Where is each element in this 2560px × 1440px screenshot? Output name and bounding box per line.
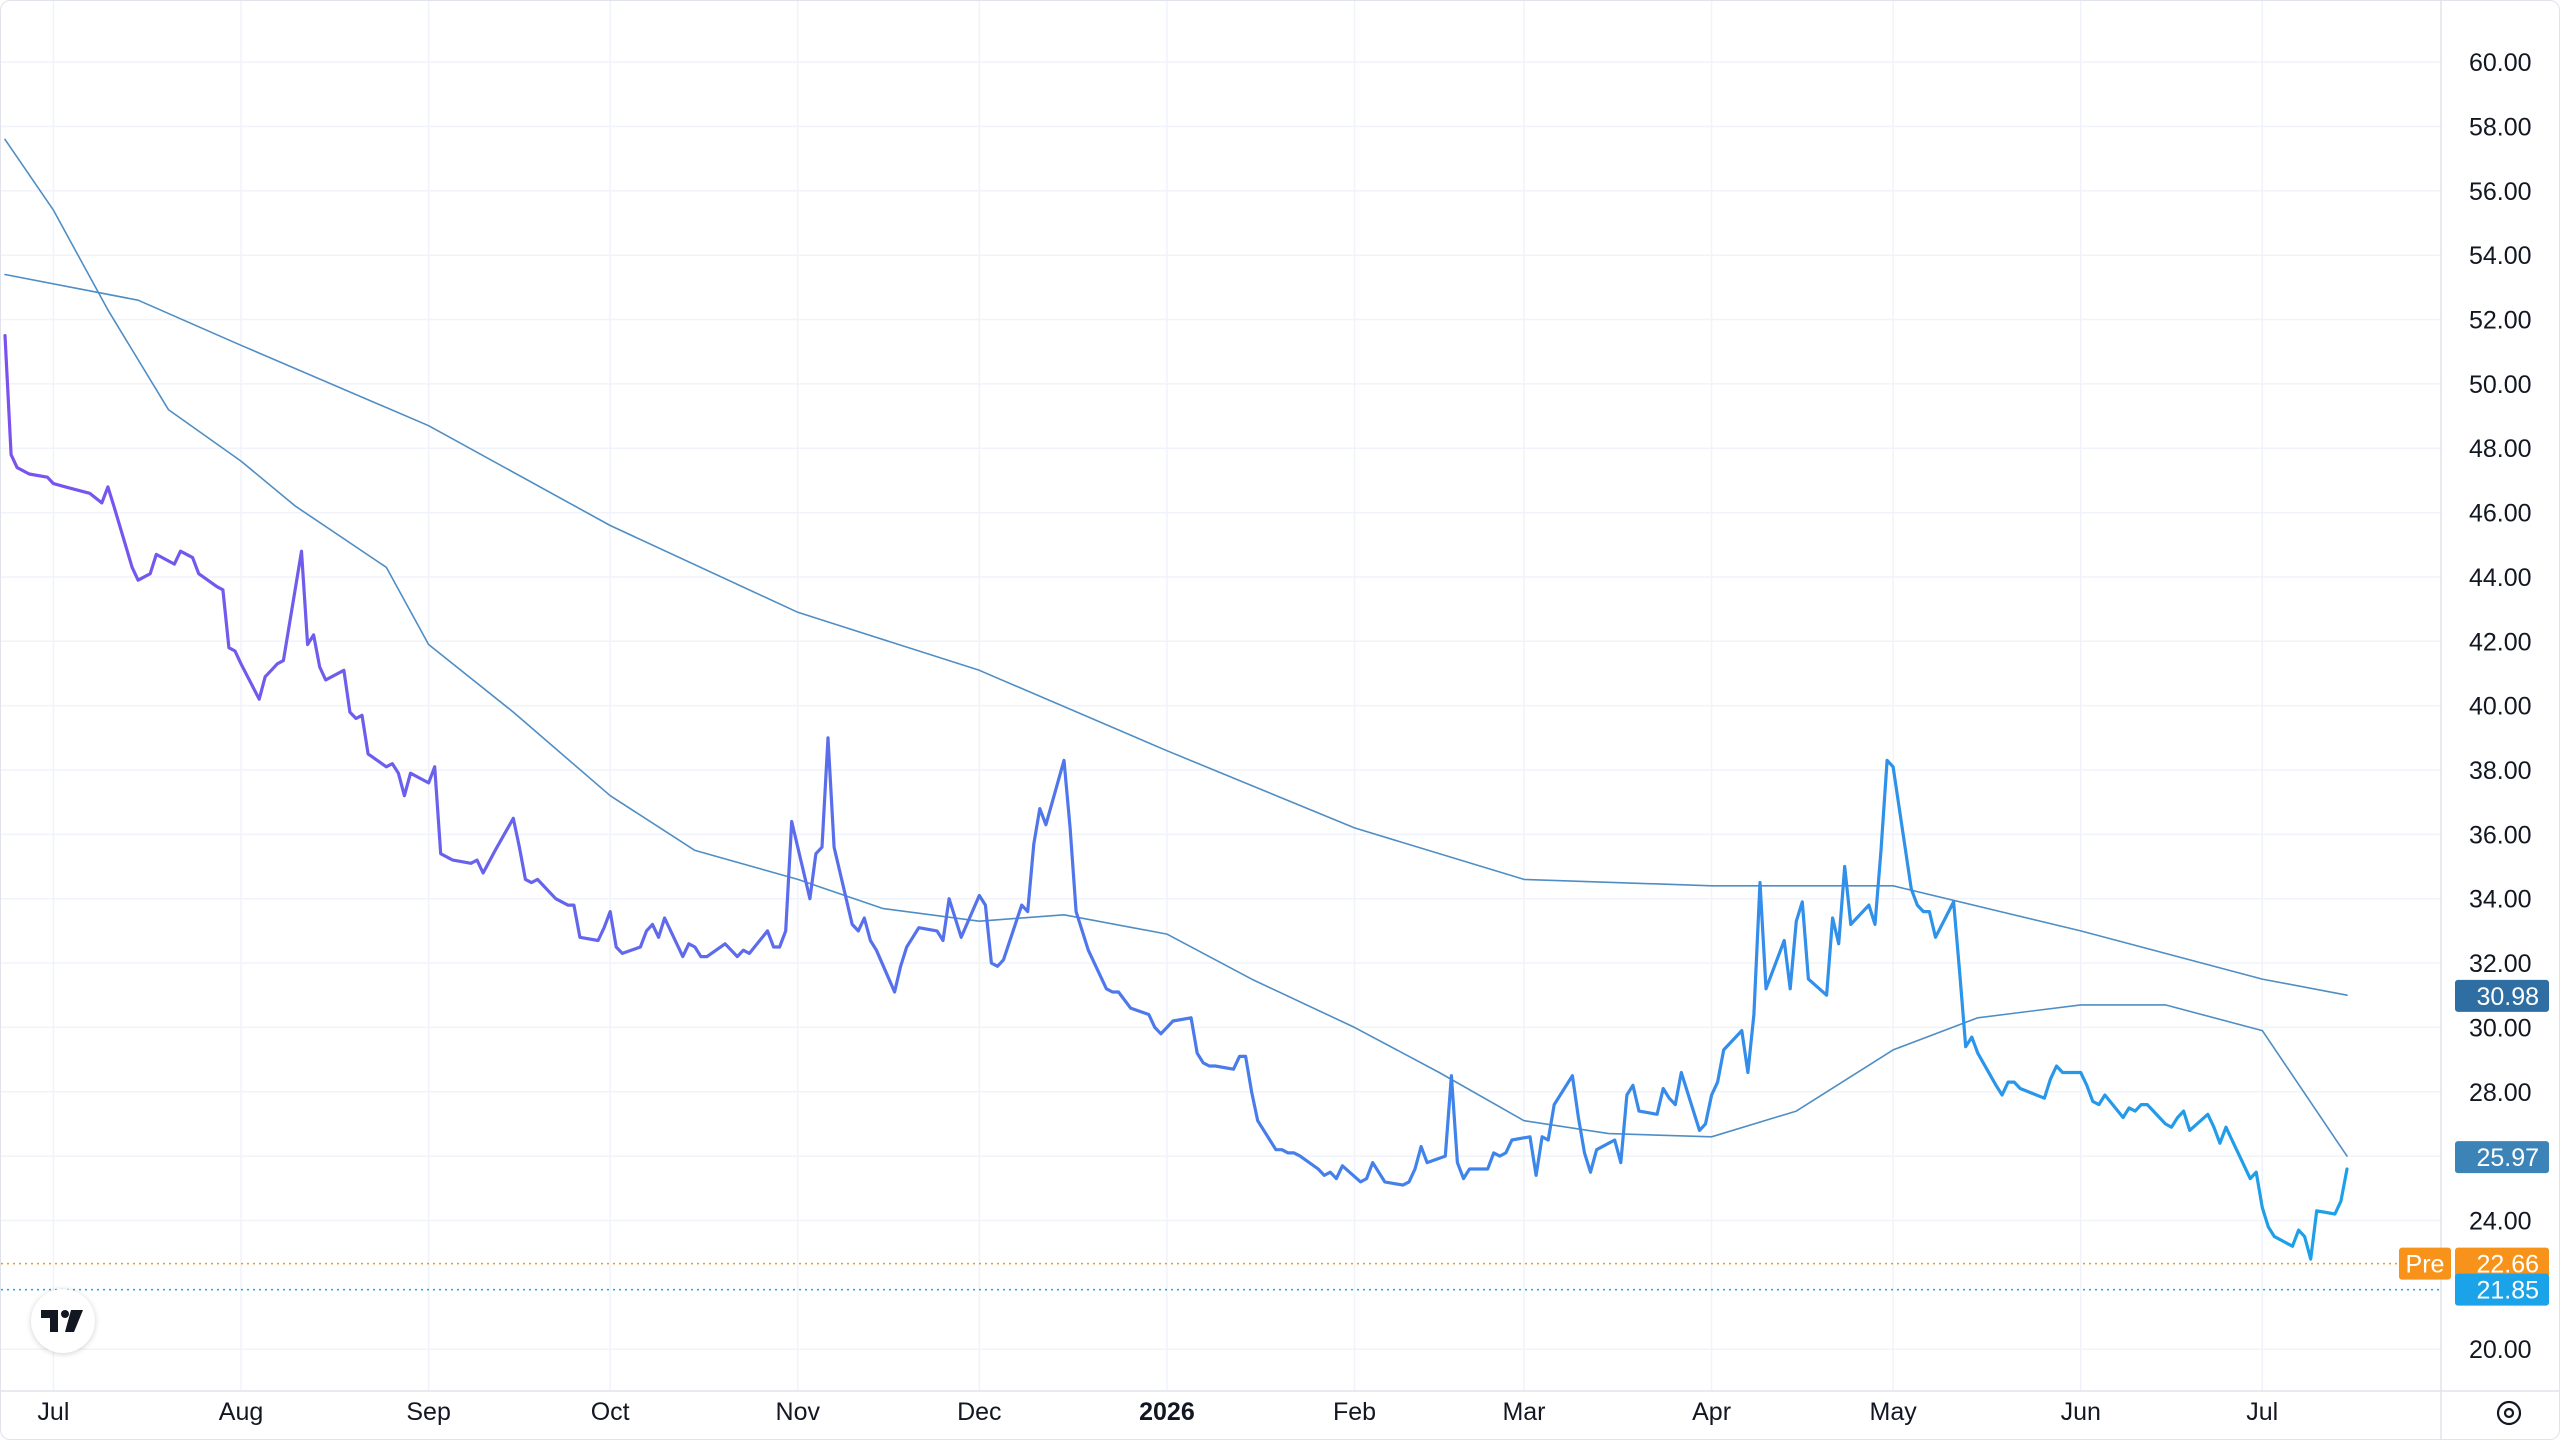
reference-lines: [1, 1262, 2441, 1291]
y-tick-label: 58.00: [2469, 113, 2532, 141]
y-tick-label: 24.00: [2469, 1207, 2532, 1235]
y-tick-label: 20.00: [2469, 1336, 2532, 1364]
y-tick-label: 54.00: [2469, 242, 2532, 270]
x-tick-label: Jun: [2061, 1398, 2101, 1426]
x-tick-label: Oct: [591, 1398, 630, 1426]
x-tick-label: Jul: [2246, 1398, 2278, 1426]
y-tick-label: 46.00: [2469, 500, 2532, 528]
x-tick-label: Dec: [957, 1398, 1001, 1426]
last-price-label-bg: [2455, 1273, 2549, 1306]
ma-long-label-bg: [2455, 979, 2549, 1012]
x-tick-label: Nov: [776, 1398, 821, 1426]
y-tick-label: 60.00: [2469, 49, 2532, 77]
x-axis[interactable]: Jul Aug Sep Oct Nov Dec 2026 Feb Mar Apr May Jun Jul: [1, 1390, 2559, 1426]
price-line: [3, 334, 2349, 1261]
settings-button[interactable]: [2491, 1395, 2527, 1431]
y-tick-label: 38.00: [2469, 757, 2532, 785]
y-tick-label: 48.00: [2469, 435, 2532, 463]
x-tick-label: Sep: [406, 1398, 450, 1426]
y-axis[interactable]: 60.00 58.00 56.00 54.00 52.00 50.00 48.00 46.00…: [2440, 1, 2532, 1439]
x-tick-label: Apr: [1692, 1398, 1731, 1426]
gear-icon: [2496, 1400, 2522, 1426]
ma-long-label-value: 30.98: [2476, 983, 2539, 1011]
y-tick-label: 36.00: [2469, 821, 2532, 849]
grid-lines: [1, 1, 2441, 1391]
y-tick-label: 44.00: [2469, 564, 2532, 592]
x-tick-label: Jul: [37, 1398, 69, 1426]
series-layer: [3, 138, 2349, 1261]
tradingview-logo[interactable]: [31, 1289, 95, 1353]
y-tick-label: 30.00: [2469, 1014, 2532, 1042]
x-tick-label: Mar: [1502, 1398, 1545, 1426]
ma-short-label-bg: [2455, 1141, 2549, 1174]
x-tick-label: Feb: [1333, 1398, 1376, 1426]
ma-long-line: [4, 273, 2348, 996]
y-tick-label: 40.00: [2469, 693, 2532, 721]
x-tick-label: May: [1870, 1398, 1918, 1426]
premarket-tag-bg: [2399, 1247, 2451, 1280]
premarket-label-bg: [2455, 1247, 2549, 1280]
ma-short-label-value: 25.97: [2476, 1144, 2539, 1172]
x-tick-label: 2026: [1139, 1398, 1195, 1426]
y-tick-label: 42.00: [2469, 628, 2532, 656]
y-tick-label: 32.00: [2469, 950, 2532, 978]
y-tick-label: 50.00: [2469, 371, 2532, 399]
x-tick-label: Aug: [219, 1398, 263, 1426]
y-tick-label: 34.00: [2469, 886, 2532, 914]
y-tick-label: 28.00: [2469, 1079, 2532, 1107]
tradingview-logo-icon: [41, 1310, 83, 1332]
y-tick-label: 56.00: [2469, 178, 2532, 206]
last-price-label-value: 21.85: [2476, 1277, 2539, 1305]
ma-short-line: [4, 138, 2348, 1157]
premarket-tag: Pre: [2406, 1251, 2445, 1279]
y-tick-label: 52.00: [2469, 307, 2532, 335]
